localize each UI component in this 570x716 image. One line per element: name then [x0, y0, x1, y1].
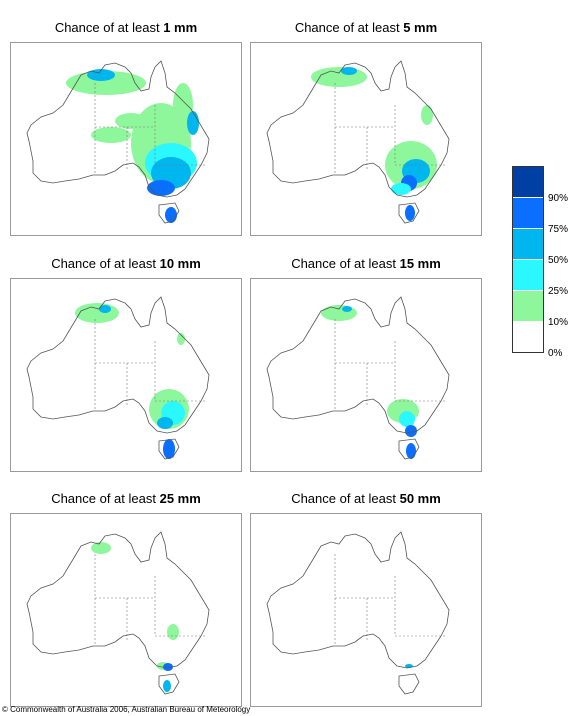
map-svg: [26, 531, 210, 695]
legend-swatch-25: [513, 260, 543, 290]
legend-label-10: 10%: [548, 317, 569, 328]
tasmania-outline: [398, 438, 420, 460]
panel-title: Chance of at least 1 mm: [54, 20, 198, 35]
australia-outline: [26, 296, 210, 434]
rain-area: [163, 663, 173, 671]
rain-area: [405, 425, 417, 437]
legend-label-90: 90%: [548, 193, 569, 204]
rain-area: [75, 303, 119, 323]
rain-area: [341, 67, 357, 75]
australia-outline: [266, 60, 450, 198]
legend: 90% 75% 50% 25% 10% 0%: [510, 166, 570, 366]
rain-area: [177, 333, 185, 345]
map-svg: [266, 531, 450, 695]
state-borders: [334, 319, 447, 411]
legend-label-25: 25%: [548, 286, 569, 297]
map-10mm: [10, 278, 242, 472]
legend-label-0: 0%: [548, 348, 563, 359]
rain-area: [321, 305, 357, 321]
rain-area: [99, 305, 111, 313]
panel-title: Chance of at least 50 mm: [291, 491, 441, 506]
map-25mm: [10, 513, 242, 707]
rain-area: [405, 205, 415, 221]
panel-15mm: Chance of at least 15 mm: [250, 256, 482, 472]
map-50mm: [250, 513, 482, 707]
map-15mm: [250, 278, 482, 472]
legend-label-75: 75%: [548, 224, 569, 235]
state-borders: [94, 83, 207, 175]
rain-area: [91, 542, 111, 554]
rain-area: [157, 417, 173, 429]
panel-title: Chance of at least 25 mm: [51, 491, 201, 506]
state-borders: [334, 83, 447, 175]
map-svg: [26, 60, 210, 224]
legend-bar: [512, 166, 544, 353]
rain-area: [163, 680, 171, 692]
legend-swatch-90: [513, 167, 543, 197]
tasmania-outline: [398, 202, 420, 224]
rain-area: [421, 105, 433, 125]
rain-area: [342, 306, 352, 312]
legend-swatch-75: [513, 198, 543, 228]
map-svg: [26, 296, 210, 460]
rain-area: [173, 83, 193, 127]
rain-area: [167, 624, 179, 640]
panel-50mm: Chance of at least 50 mm: [250, 491, 482, 707]
tasmania-outline: [158, 438, 180, 460]
tasmania-outline: [158, 202, 180, 224]
panel-5mm: Chance of at least 5 mm: [250, 20, 482, 236]
rain-area: [391, 183, 411, 195]
australia-outline: [26, 60, 210, 198]
australia-outline: [26, 531, 210, 669]
panel-25mm: Chance of at least 25 mm: [10, 491, 242, 707]
rain-area: [147, 180, 175, 196]
legend-swatch-50: [513, 229, 543, 259]
rain-area: [163, 439, 175, 459]
legend-label-50: 50%: [548, 255, 569, 266]
panel-title: Chance of at least 15 mm: [291, 256, 441, 271]
state-borders: [334, 554, 447, 646]
rain-area: [115, 113, 147, 129]
rain-area: [406, 443, 416, 459]
rain-area: [91, 127, 131, 143]
copyright-footer: © Commonwealth of Australia 2006, Austra…: [2, 705, 251, 714]
panel-title: Chance of at least 5 mm: [294, 20, 438, 35]
legend-swatch-10: [513, 291, 543, 321]
australia-outline: [266, 531, 450, 669]
state-borders: [94, 319, 207, 411]
tasmania-outline: [398, 673, 420, 695]
map-1mm: [10, 42, 242, 236]
panel-10mm: Chance of at least 10 mm: [10, 256, 242, 472]
map-5mm: [250, 42, 482, 236]
rain-area: [399, 411, 415, 427]
australia-outline: [266, 296, 450, 434]
rain-area: [165, 207, 177, 223]
map-svg: [266, 60, 450, 224]
rain-area: [66, 71, 146, 95]
tasmania-outline: [158, 673, 180, 695]
legend-swatch-0: [513, 322, 543, 352]
map-svg: [266, 296, 450, 460]
panel-title: Chance of at least 10 mm: [51, 256, 201, 271]
state-borders: [94, 554, 207, 646]
rain-area: [187, 111, 199, 135]
panel-1mm: Chance of at least 1 mm: [10, 20, 242, 236]
